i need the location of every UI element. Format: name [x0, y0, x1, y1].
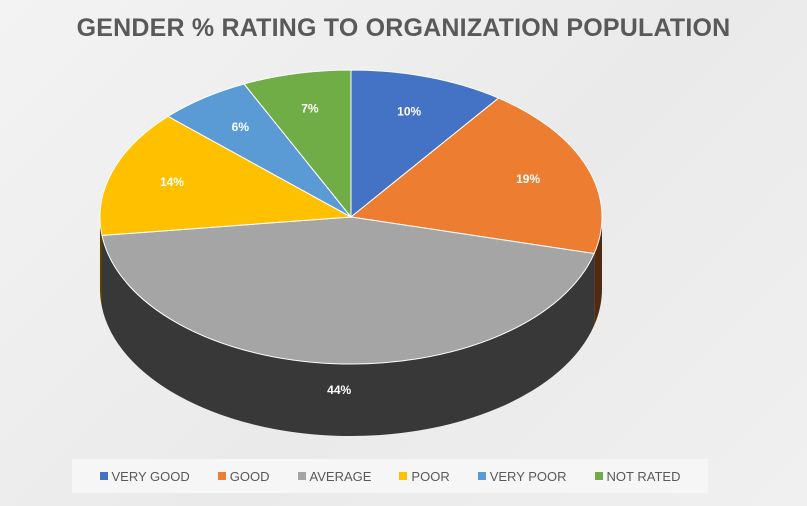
legend-label: VERY POOR: [489, 468, 567, 484]
legend-item-average: AVERAGE: [297, 468, 372, 484]
legend-label: VERY GOOD: [111, 468, 190, 484]
legend-item-good: GOOD: [217, 468, 270, 484]
pie-slice-not-rated: [243, 69, 352, 219]
pie-slice-poor: [99, 115, 353, 236]
pie-slices: [99, 69, 603, 365]
legend-label: NOT RATED: [606, 468, 681, 484]
pie-side-walls: [100, 217, 602, 436]
legend-item-not-rated: NOT RATED: [594, 468, 681, 484]
chart-title: GENDER % RATING TO ORGANIZATION POPULATI…: [76, 14, 731, 42]
pie-slice-average: [101, 216, 595, 365]
data-label-very-good: 10%: [397, 104, 421, 118]
pie-side-good: [594, 217, 602, 326]
legend-swatch: [594, 472, 603, 480]
legend-label: POOR: [411, 468, 450, 484]
data-label-good: 19%: [516, 172, 540, 186]
legend-swatch: [399, 472, 408, 480]
pie-slice-good: [349, 97, 603, 255]
legend-label: AVERAGE: [309, 468, 372, 484]
data-label-poor: 14%: [160, 175, 184, 189]
pie-slice-very-good: [350, 69, 500, 219]
legend-item-poor: POOR: [399, 468, 450, 484]
legend-item-very-poor: VERY POOR: [477, 468, 567, 484]
legend-swatch: [477, 472, 486, 480]
chart-legend: VERY GOOD GOOD AVERAGE POOR VERY POOR NOT RAT…: [72, 459, 708, 493]
legend-swatch: [99, 472, 108, 480]
pie-side-average: [101, 235, 595, 436]
pie-side-poor: [100, 217, 102, 308]
legend-swatch: [297, 472, 306, 480]
legend-item-very-good: VERY GOOD: [99, 468, 190, 484]
pie-data-labels: 10% 19% 44% 14% 6% 7%: [160, 102, 541, 398]
legend-label: GOOD: [229, 468, 270, 484]
data-label-average: 44%: [327, 383, 351, 397]
data-label-very-poor: 6%: [232, 120, 250, 134]
data-label-not-rated: 7%: [301, 102, 319, 116]
legend-swatch: [217, 472, 226, 480]
